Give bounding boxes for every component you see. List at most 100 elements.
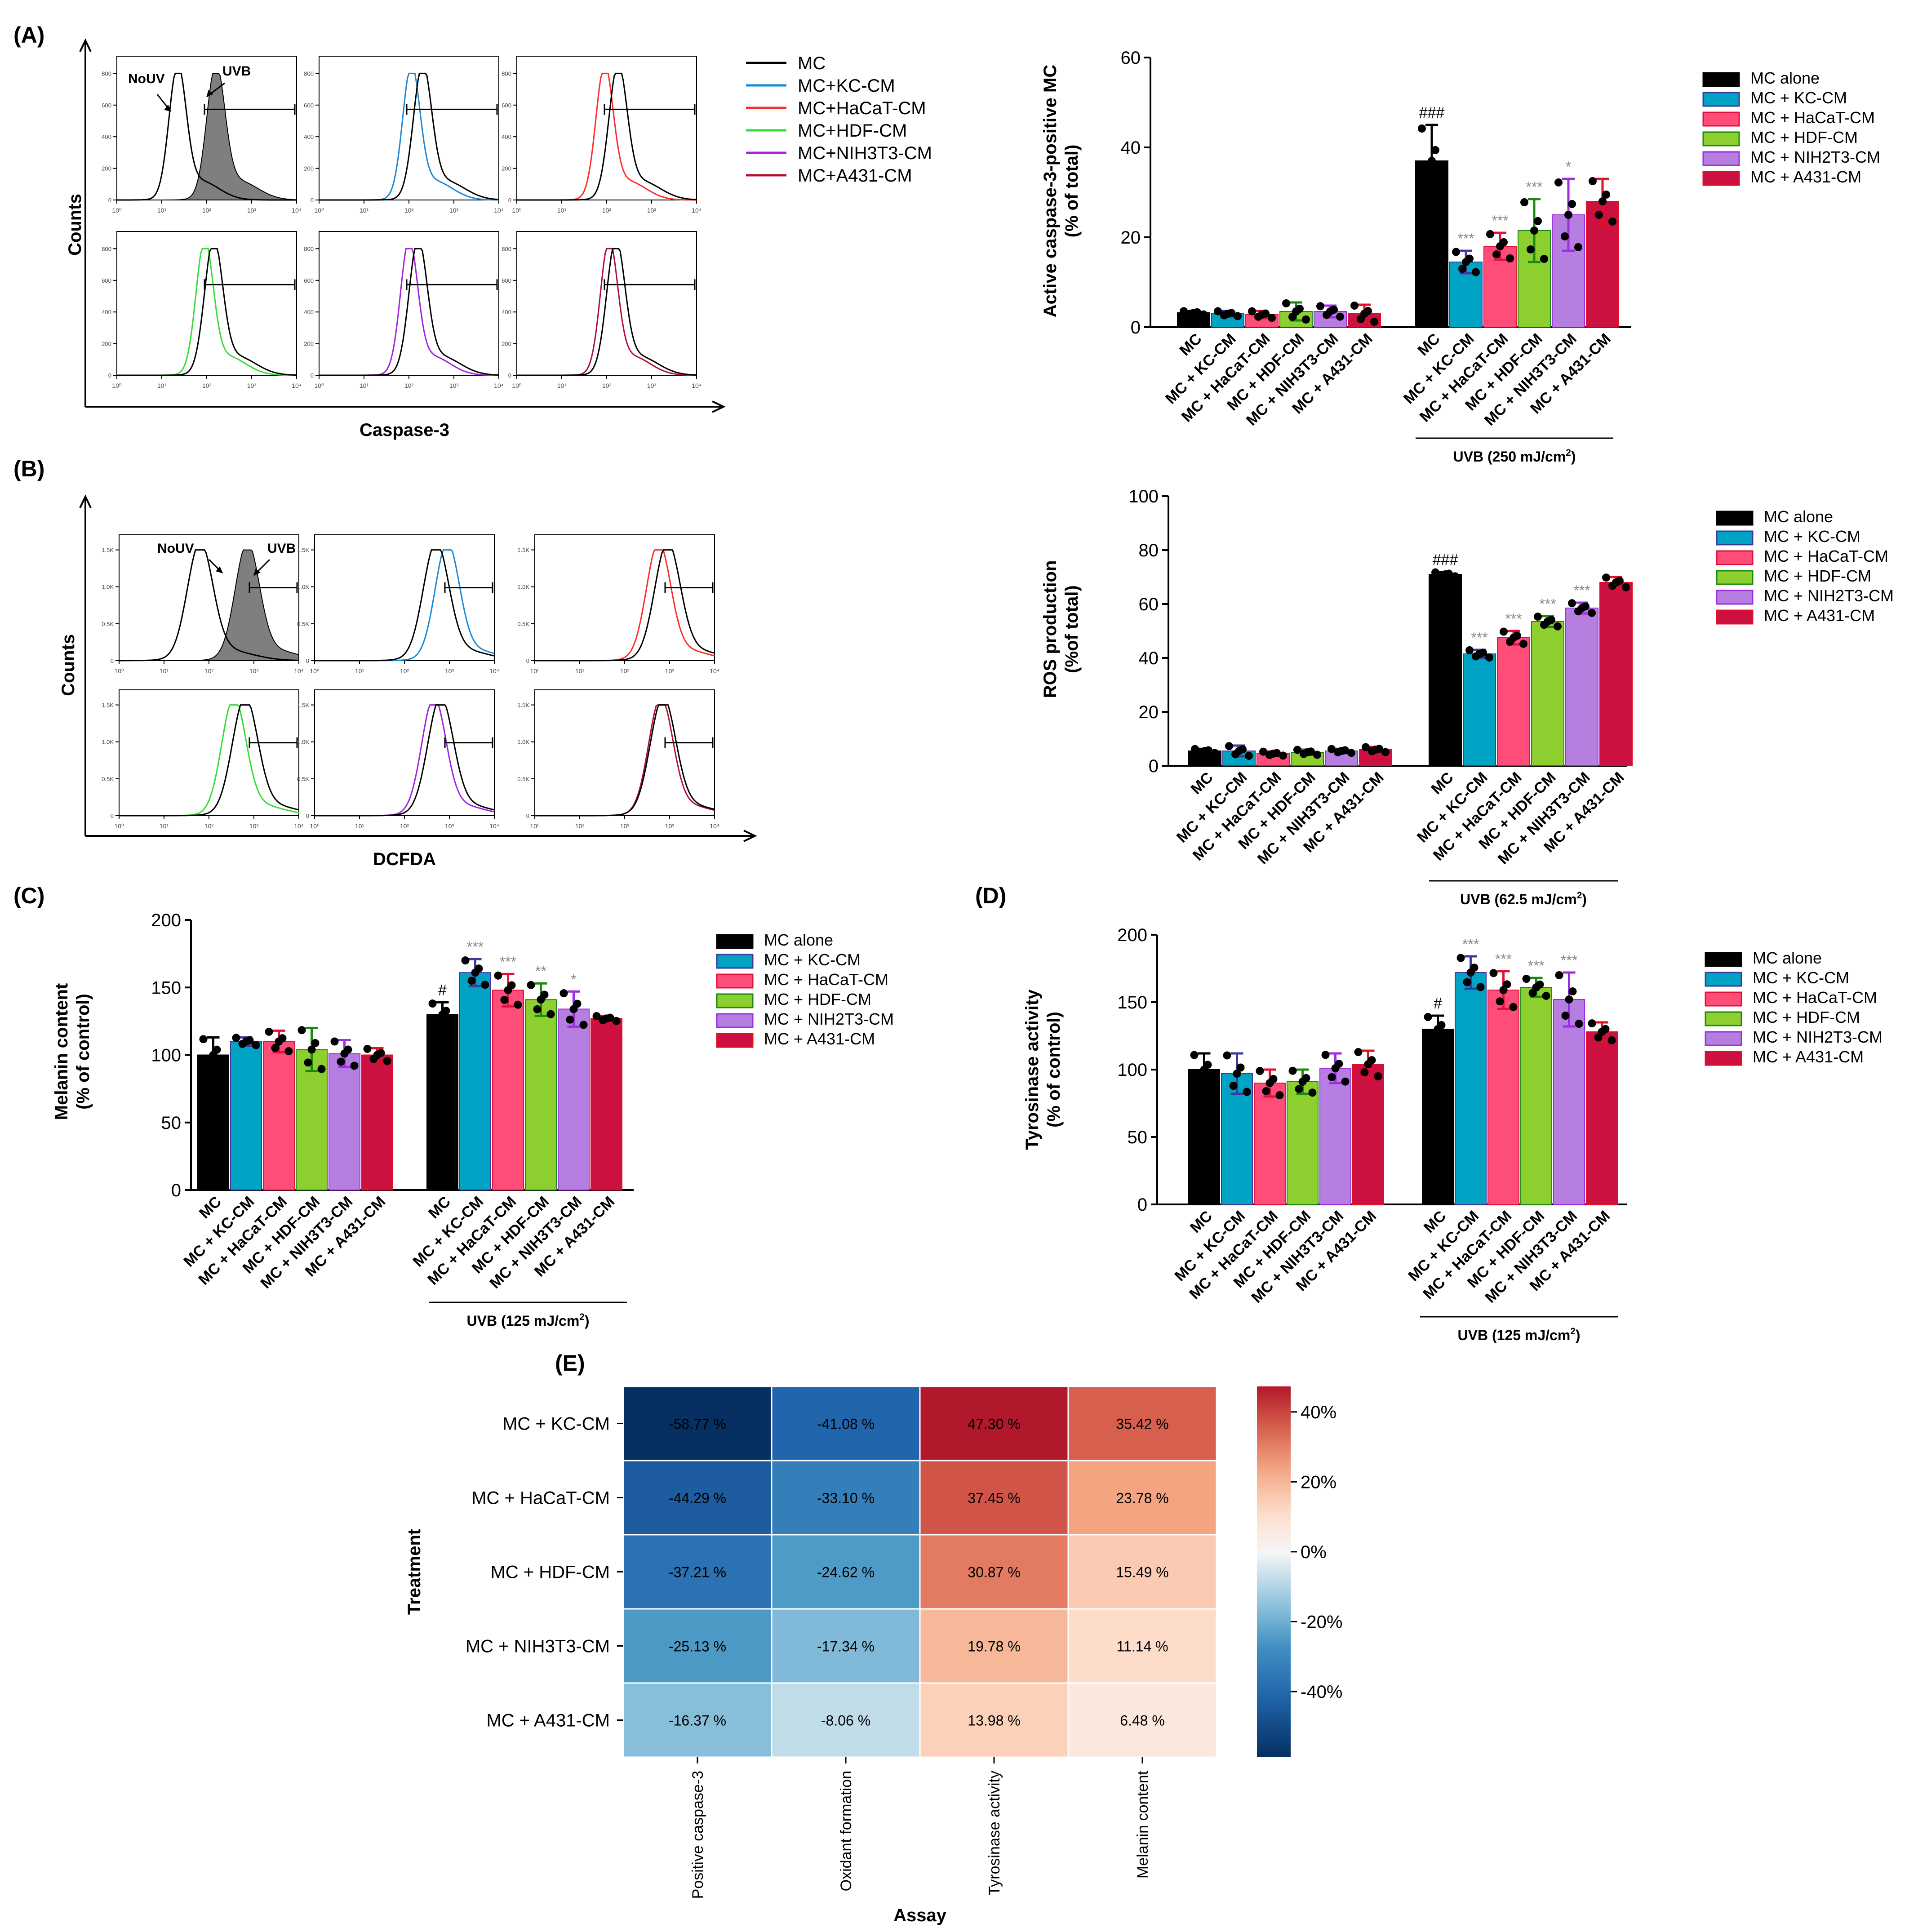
heatmap-cell-label: 37.45 % (968, 1490, 1020, 1506)
flow-x-tick-label: 10¹ (355, 667, 364, 675)
data-point (1201, 747, 1209, 755)
significance-marker: *** (1526, 179, 1542, 195)
bar-y-tick-label: 60 (1139, 595, 1159, 614)
heatmap-cell (622, 1460, 773, 1536)
data-point (435, 1017, 443, 1026)
data-point (1575, 1020, 1583, 1028)
data-point (1225, 742, 1233, 751)
flow-y-tick-label: 1.5K (102, 547, 114, 554)
flow-x-tick-label: 10⁴ (292, 382, 302, 389)
flow-subplot: 10⁰ 10¹ 10² 10³ 10⁴ 0 0.5K 1.0K 1.5K (517, 534, 719, 675)
legend-label: MC alone (1753, 949, 1822, 967)
data-point (1612, 578, 1620, 586)
flow-y-tick-label: 0 (108, 197, 111, 204)
data-point (284, 1047, 293, 1056)
flow-x-tick-label: 10⁴ (292, 207, 302, 214)
data-point (1302, 315, 1310, 324)
panel-label-c: (C) (13, 883, 44, 908)
data-point (1568, 200, 1576, 208)
text-part: 2 (1566, 448, 1571, 458)
heatmap-row-label: MC + A431-CM (486, 1711, 610, 1731)
flow-subplot: 10⁰ 10¹ 10² 10³ 10⁴ 0 200 400 600 800 (304, 56, 504, 214)
flow-y-tick-label: 600 (304, 102, 314, 109)
flow-x-tick-label: 10² (404, 207, 414, 214)
heatmap-x-label: Assay (893, 1905, 947, 1925)
bar-y-label-line: (% of control) (1044, 1012, 1064, 1128)
data-point (1602, 573, 1610, 582)
data-point (363, 1044, 372, 1053)
bar-y-label-line: Tyrosinase activity (1022, 989, 1042, 1150)
data-point (1540, 255, 1548, 263)
data-point (1565, 995, 1573, 1004)
flow-subplot: 10⁰ 10¹ 10² 10³ 10⁴ 0 200 400 600 800 (102, 231, 302, 389)
data-point (1243, 1088, 1251, 1096)
data-point (1532, 983, 1541, 991)
data-point (1534, 613, 1542, 621)
flow-legend-label: MC+A431-CM (798, 166, 912, 186)
heatmap-cell-label: -8.06 % (821, 1713, 870, 1729)
data-point (1486, 230, 1494, 238)
flow-y-tick-label: 800 (102, 245, 111, 252)
data-point (1354, 1048, 1363, 1056)
data-point (546, 1010, 555, 1018)
legend-label: MC + NIH2T3-CM (1764, 586, 1894, 605)
heatmap-cell-label: 11.14 % (1116, 1639, 1168, 1655)
flow-subplot-frame (319, 231, 499, 376)
data-point (559, 989, 568, 998)
data-point (612, 1017, 621, 1025)
text-part: ) (1576, 1327, 1581, 1343)
bar-y-tick-label: 50 (161, 1113, 182, 1133)
legend-label: MC + NIH2T3-CM (1753, 1028, 1883, 1046)
data-point (1607, 1036, 1616, 1044)
data-point (1602, 191, 1610, 199)
data-point (1265, 1079, 1274, 1087)
flow-x-tick-label: 10⁰ (114, 822, 124, 830)
data-point (1424, 178, 1432, 187)
flow-y-tick-label: 1.0K (297, 584, 309, 591)
heatmap-cell-label: -44.29 % (669, 1490, 726, 1506)
bar-y-label: ROS production (%of total) (1040, 560, 1082, 698)
bar (525, 999, 557, 1190)
data-point (1463, 978, 1471, 986)
bar-y-tick-label: 0 (1149, 756, 1159, 776)
data-point (461, 956, 470, 965)
legend-swatch (1705, 1031, 1742, 1046)
data-point (1554, 178, 1563, 187)
flow-x-tick-label: 10³ (445, 822, 454, 830)
flow-y-tick-label: 0 (306, 813, 309, 819)
flow-x-tick-label: 10¹ (160, 667, 169, 675)
data-point (1364, 1060, 1372, 1068)
flow-y-tick-label: 0.5K (517, 776, 529, 782)
legend-label: MC + HDF-CM (1750, 128, 1858, 147)
flow-x-tick-label: 10⁴ (710, 667, 719, 675)
heatmap-col-label: Positive caspase-3 (689, 1771, 706, 1899)
flow-subplot-frame (116, 231, 297, 376)
data-point (1248, 307, 1256, 315)
text-part: UVB (62.5 mJ/cm (1460, 891, 1577, 907)
flow-annotation-arrowhead (206, 90, 213, 97)
panel-label-e: (E) (555, 1350, 585, 1376)
data-point (1268, 314, 1276, 322)
bar-category-label: MC (1414, 330, 1443, 359)
bar (426, 1014, 458, 1191)
data-point (1328, 745, 1336, 753)
heatmap-cell-label: 47.30 % (968, 1416, 1020, 1432)
heatmap-row-label: MC + HDF-CM (490, 1563, 610, 1582)
heatmap-row-label: MC + KC-CM (502, 1414, 610, 1434)
data-point (1472, 268, 1480, 276)
significance-marker: *** (1495, 951, 1512, 967)
panel-label-a: (A) (13, 22, 44, 48)
flow-y-tick-label: 1.0K (297, 739, 309, 746)
data-point (438, 1010, 447, 1019)
flow-x-tick-label: 10³ (647, 382, 657, 389)
flow-x-tick-label: 10⁴ (294, 667, 304, 675)
flow-x-tick-label: 10³ (647, 207, 657, 214)
heatmap-cell (771, 1460, 921, 1536)
legend-label: MC + HaCaT-CM (764, 970, 888, 989)
data-point (1462, 258, 1470, 266)
flow-annotation-arrowhead (216, 566, 223, 573)
data-point (1451, 572, 1459, 581)
bar-y-tick-label: 150 (151, 978, 181, 998)
flow-x-tick-label: 10¹ (355, 822, 364, 830)
data-point (1326, 307, 1334, 315)
